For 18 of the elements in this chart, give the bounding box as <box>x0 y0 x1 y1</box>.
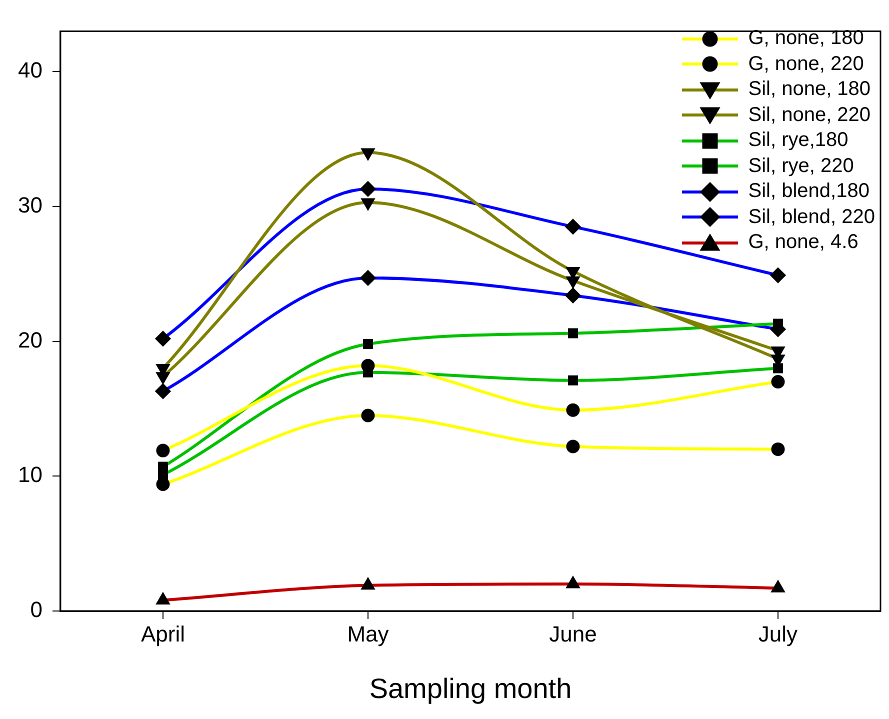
x-tick-label: May <box>347 621 389 646</box>
y-tick-label: 40 <box>18 58 42 83</box>
legend-label: G, none, 4.6 <box>748 231 858 254</box>
x-axis-title: Sampling month <box>369 672 572 704</box>
legend-label: Sil, none, 180 <box>748 78 871 102</box>
legend-label: Sil, none, 220 <box>748 104 871 127</box>
legend-label: Sil, blend, 220 <box>748 206 875 229</box>
y-tick-label: 30 <box>18 192 42 218</box>
y-tick-label: 0 <box>30 597 42 622</box>
legend-label: G, none, 220 <box>748 52 864 76</box>
y-tick-label: 20 <box>18 327 42 352</box>
y-tick-label: 10 <box>18 462 42 488</box>
x-tick-label: June <box>549 621 597 646</box>
x-tick-label: April <box>140 621 185 646</box>
x-tick-label: July <box>758 621 798 646</box>
legend-label: Sil, rye, 220 <box>748 154 854 178</box>
legend-label: Sil, rye,180 <box>748 129 848 152</box>
legend-label: Sil, blend,180 <box>748 180 870 204</box>
